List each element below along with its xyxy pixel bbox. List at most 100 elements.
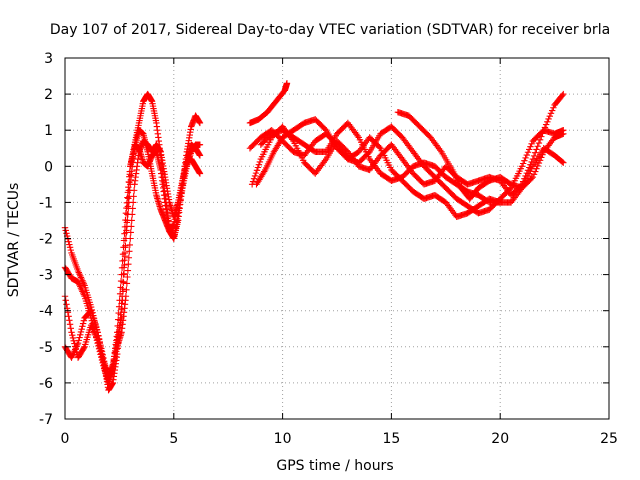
data-point bbox=[126, 241, 133, 249]
data-point bbox=[528, 140, 535, 148]
data-point bbox=[117, 284, 124, 291]
data-point bbox=[125, 195, 132, 202]
data-point bbox=[97, 341, 104, 349]
data-point bbox=[560, 90, 567, 98]
data-point bbox=[74, 339, 82, 347]
grid bbox=[65, 58, 609, 419]
data-point bbox=[196, 119, 204, 127]
data-point bbox=[534, 143, 541, 150]
x-tick-label: 10 bbox=[274, 431, 292, 447]
data-point bbox=[119, 257, 126, 265]
data-point bbox=[376, 143, 383, 151]
data-point bbox=[126, 171, 133, 178]
data-point bbox=[321, 125, 329, 133]
data-point bbox=[196, 141, 204, 148]
data-point bbox=[118, 300, 125, 307]
data-point bbox=[130, 193, 137, 200]
data-point bbox=[129, 199, 137, 206]
data-point bbox=[539, 130, 546, 137]
data-point bbox=[527, 143, 534, 150]
data-point bbox=[251, 172, 259, 180]
y-tick-label: 0 bbox=[44, 159, 53, 175]
data-point bbox=[65, 313, 72, 320]
data-point bbox=[560, 159, 567, 166]
y-tick-label: -7 bbox=[39, 412, 53, 428]
data-point bbox=[541, 124, 549, 131]
data-point bbox=[526, 146, 533, 153]
data-point bbox=[128, 223, 135, 230]
data-point bbox=[560, 130, 567, 138]
data-point bbox=[121, 252, 129, 260]
data-point bbox=[252, 169, 260, 177]
data-point bbox=[77, 331, 84, 338]
data-point bbox=[120, 270, 128, 277]
data-point bbox=[77, 328, 85, 336]
data-point bbox=[121, 261, 128, 269]
x-tick-label: 0 bbox=[61, 431, 70, 447]
data-point bbox=[115, 309, 122, 317]
data-point bbox=[547, 110, 555, 117]
data-point bbox=[536, 157, 544, 164]
data-point bbox=[532, 168, 539, 175]
data-point bbox=[523, 151, 530, 159]
data-point bbox=[127, 235, 134, 242]
data-point bbox=[94, 329, 101, 336]
data-point bbox=[114, 316, 122, 323]
data-point bbox=[528, 175, 535, 182]
data-point bbox=[64, 309, 72, 316]
data-point bbox=[96, 338, 104, 346]
data-point bbox=[250, 175, 258, 182]
data-point bbox=[127, 229, 134, 236]
data-point bbox=[79, 320, 87, 327]
data-point bbox=[536, 136, 544, 144]
data-point bbox=[529, 155, 537, 163]
data-point bbox=[123, 280, 131, 287]
data-point bbox=[63, 301, 70, 308]
data-point bbox=[546, 112, 553, 120]
y-tick-label: -4 bbox=[39, 304, 53, 320]
data-point bbox=[124, 203, 132, 210]
data-point bbox=[95, 332, 102, 339]
data-point bbox=[67, 246, 75, 254]
data-point bbox=[121, 223, 129, 231]
data-point bbox=[80, 344, 88, 352]
series-track-7 bbox=[248, 90, 567, 199]
data-point bbox=[125, 260, 132, 268]
data-point bbox=[124, 273, 131, 281]
data-point bbox=[69, 334, 77, 342]
data-point bbox=[122, 244, 129, 251]
data-point bbox=[524, 149, 532, 156]
data-point bbox=[68, 329, 75, 336]
data-point bbox=[98, 348, 106, 355]
series-track-5 bbox=[246, 80, 291, 127]
y-tick-label: -5 bbox=[39, 340, 53, 356]
data-point bbox=[529, 173, 537, 181]
y-tick-label: 2 bbox=[44, 87, 53, 103]
data-point bbox=[540, 127, 547, 134]
data-point bbox=[539, 151, 546, 158]
y-axis-label: SDTVAR / TECUs bbox=[6, 183, 22, 298]
data-point bbox=[121, 230, 128, 237]
y-tick-label: 1 bbox=[44, 123, 53, 139]
data-point bbox=[559, 158, 566, 166]
data-point bbox=[62, 227, 69, 234]
data-point bbox=[125, 254, 133, 261]
data-point bbox=[75, 337, 82, 344]
data-point bbox=[63, 230, 70, 237]
x-tick-label: 5 bbox=[169, 431, 178, 447]
data-point bbox=[65, 238, 72, 245]
data-point bbox=[79, 323, 86, 330]
data-point bbox=[253, 167, 261, 174]
data-point bbox=[66, 321, 74, 328]
data-point bbox=[535, 159, 543, 167]
data-point bbox=[66, 317, 73, 324]
data-point bbox=[66, 241, 73, 248]
data-point bbox=[123, 219, 131, 226]
data-point bbox=[130, 187, 138, 194]
data-point bbox=[67, 325, 75, 332]
data-point bbox=[98, 345, 105, 352]
data-point bbox=[544, 118, 551, 125]
data-point bbox=[522, 154, 529, 162]
data-point bbox=[532, 149, 539, 156]
